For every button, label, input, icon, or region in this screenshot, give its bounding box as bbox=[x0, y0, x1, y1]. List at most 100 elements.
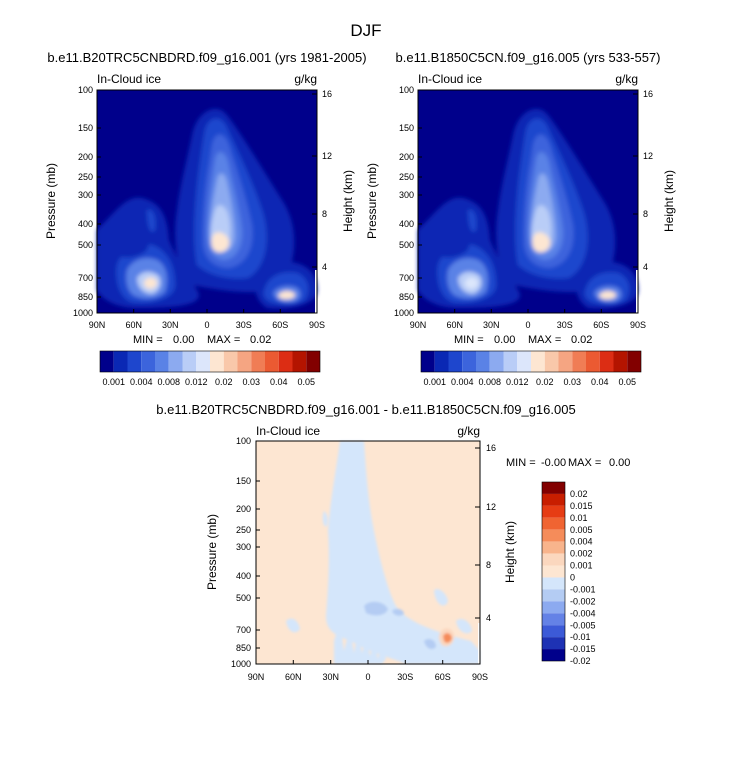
contour-region bbox=[468, 209, 477, 232]
colorbar-bin bbox=[542, 625, 565, 638]
colorbar-vertical: 0.02 0.015 0.01 0.005 0.004 0.002 0.001 … bbox=[541, 481, 596, 666]
colorbar-bin bbox=[572, 351, 586, 372]
min-value: -0.00 bbox=[541, 457, 566, 469]
y-axis-title: Pressure (mb) bbox=[44, 163, 58, 239]
y-tick-label: 850 bbox=[399, 292, 414, 302]
colorbar-label: 0.03 bbox=[242, 377, 260, 387]
stats: MIN = 0.00 MAX = 0.02 bbox=[454, 334, 592, 346]
chart-mark bbox=[478, 623, 480, 664]
y-ticks-left: 100 150 200 250 300 400 500 700 850 1000 bbox=[73, 85, 101, 318]
height-tick-label: 16 bbox=[486, 443, 496, 453]
height-tick-label: 8 bbox=[643, 209, 648, 219]
max-value: 0.02 bbox=[250, 334, 271, 346]
colorbar-bin bbox=[542, 482, 565, 494]
units-label: g/kg bbox=[615, 72, 638, 86]
x-tick-label: 30N bbox=[322, 672, 339, 682]
y-axis-title: Pressure (mb) bbox=[205, 514, 219, 590]
contour-region bbox=[456, 619, 472, 634]
colorbar-bin bbox=[542, 649, 565, 661]
chart-mark bbox=[315, 270, 317, 313]
colorbar-label: 0.02 bbox=[215, 377, 233, 387]
min-label: MIN = bbox=[133, 334, 163, 346]
colorbar-label: 0.03 bbox=[563, 377, 581, 387]
y-tick-label: 200 bbox=[399, 152, 414, 162]
panel-title: b.e11.B20TRC5CNBDRD.f09_g16.001 (yrs 198… bbox=[47, 50, 366, 65]
y-tick-label: 300 bbox=[78, 190, 93, 200]
colorbar-bin bbox=[127, 351, 142, 372]
colorbar-bin bbox=[223, 351, 238, 372]
contour-region bbox=[599, 291, 617, 300]
figure-title: DJF bbox=[350, 21, 381, 40]
height-tick-label: 16 bbox=[322, 89, 332, 99]
y-tick-label: 100 bbox=[399, 85, 414, 95]
colorbar-bin bbox=[542, 565, 565, 578]
y-ticks-right: 16 12 8 4 bbox=[633, 89, 653, 272]
colorbar-bin bbox=[558, 351, 573, 372]
x-tick-label: 0 bbox=[365, 672, 370, 682]
colorbar-label: 0.004 bbox=[451, 377, 474, 387]
y-tick-label: 1000 bbox=[231, 659, 251, 669]
colorbar-bin bbox=[210, 351, 224, 372]
contour-region bbox=[286, 618, 300, 633]
x-tick-label: 30N bbox=[162, 320, 179, 330]
max-value: 0.02 bbox=[571, 334, 592, 346]
x-tick-label: 30S bbox=[236, 320, 252, 330]
colorbar-bin bbox=[542, 553, 565, 566]
colorbar-label: -0.004 bbox=[570, 608, 596, 618]
colorbar-bin bbox=[599, 351, 614, 372]
colorbar-frame bbox=[541, 481, 566, 662]
y-tick-label: 150 bbox=[78, 123, 93, 133]
y-tick-label: 400 bbox=[78, 219, 93, 229]
y-ticks-left: 100 150 200 250 300 400 500 700 850 1000 bbox=[231, 436, 260, 669]
contour-region bbox=[211, 232, 230, 253]
colorbar-bin bbox=[542, 517, 565, 530]
colorbar-bin bbox=[168, 351, 183, 372]
colorbar: 0.001 0.004 0.008 0.012 0.02 0.03 0.04 0… bbox=[99, 350, 321, 387]
y-tick-label: 700 bbox=[236, 625, 251, 635]
colorbar-bin bbox=[531, 351, 545, 372]
y-tick-label: 700 bbox=[399, 273, 414, 283]
y-tick-label: 400 bbox=[399, 219, 414, 229]
colorbar-label: 0.05 bbox=[297, 377, 315, 387]
variable-label: In-Cloud ice bbox=[256, 424, 320, 438]
colorbar-label: 0.02 bbox=[536, 377, 554, 387]
colorbar-label: 0.002 bbox=[570, 549, 593, 559]
y-tick-label: 100 bbox=[78, 85, 93, 95]
colorbar-bin bbox=[100, 351, 114, 372]
min-label: MIN = bbox=[506, 457, 536, 469]
min-value: 0.00 bbox=[173, 334, 194, 346]
colorbar-bin bbox=[542, 637, 565, 650]
contour-region bbox=[443, 633, 452, 643]
contour-region bbox=[143, 277, 157, 289]
max-label: MAX = bbox=[568, 457, 601, 469]
colorbar-bin bbox=[489, 351, 504, 372]
contour-region bbox=[147, 209, 156, 232]
contour-region bbox=[107, 207, 152, 258]
units-label: g/kg bbox=[457, 424, 480, 438]
colorbar-bin bbox=[542, 589, 565, 602]
height-tick-label: 4 bbox=[643, 262, 648, 272]
variable-label: In-Cloud ice bbox=[97, 72, 161, 86]
y-axis-title: Pressure (mb) bbox=[365, 163, 379, 239]
colorbar-label: -0.015 bbox=[570, 644, 596, 654]
stats: MIN = 0.00 MAX = 0.02 bbox=[133, 334, 271, 346]
x-tick-label: 60S bbox=[593, 320, 609, 330]
x-tick-label: 30S bbox=[557, 320, 573, 330]
y-ticks-left: 100 150 200 250 300 400 500 700 850 1000 bbox=[394, 85, 422, 318]
colorbar-bin bbox=[542, 529, 565, 542]
colorbar-bin bbox=[542, 505, 565, 518]
panel-title: b.e11.B1850C5CN.f09_g16.005 (yrs 533-557… bbox=[396, 50, 661, 65]
x-tick-label: 0 bbox=[204, 320, 209, 330]
colorbar-label: 0.004 bbox=[570, 537, 593, 547]
colorbar-bin bbox=[542, 541, 565, 554]
colorbar-label: 0.001 bbox=[570, 561, 593, 571]
colorbar-bin bbox=[155, 351, 169, 372]
colorbar-bin bbox=[434, 351, 449, 372]
colorbar-bin bbox=[586, 351, 600, 372]
panel-top-left: b.e11.B20TRC5CNBDRD.f09_g16.001 (yrs 198… bbox=[44, 50, 367, 387]
y-ticks-right: 16 12 8 4 bbox=[312, 89, 332, 272]
x-tick-label: 90N bbox=[410, 320, 427, 330]
units-label: g/kg bbox=[294, 72, 317, 86]
max-label: MAX = bbox=[207, 334, 240, 346]
